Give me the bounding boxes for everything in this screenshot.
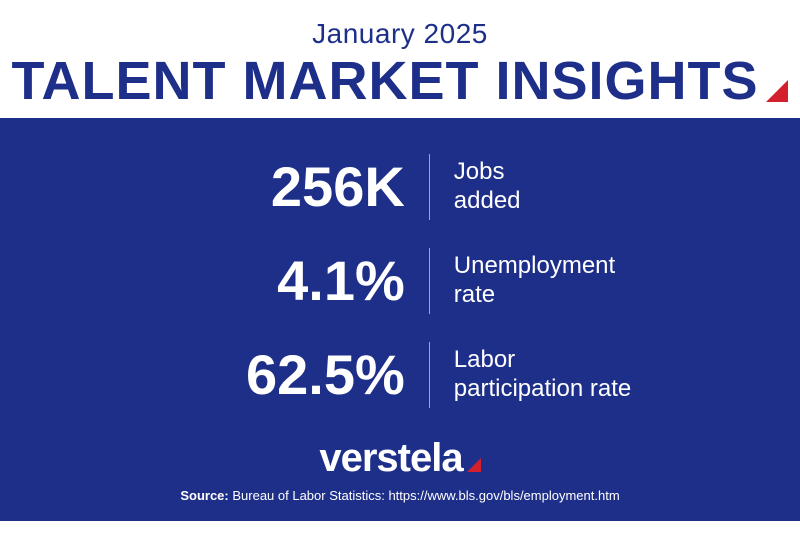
source-citation: Source: Bureau of Labor Statistics: http…: [180, 488, 619, 503]
report-date: January 2025: [0, 18, 800, 50]
header: January 2025 TALENT MARKET INSIGHTS: [0, 0, 800, 118]
stats-list: 256K Jobs added 4.1% Unemployment rate 6…: [169, 154, 631, 408]
stat-label: Jobs added: [430, 158, 521, 216]
stats-panel: 256K Jobs added 4.1% Unemployment rate 6…: [0, 118, 800, 521]
brand-logo: verstela: [319, 438, 480, 478]
title-row: TALENT MARKET INSIGHTS: [0, 54, 800, 108]
triangle-accent-icon: [467, 458, 481, 472]
stat-value: 62.5%: [169, 347, 429, 403]
stat-label: Labor participation rate: [430, 346, 631, 404]
page-title: TALENT MARKET INSIGHTS: [12, 54, 759, 108]
stat-value: 4.1%: [169, 253, 429, 309]
triangle-accent-icon: [766, 80, 788, 102]
source-text: Bureau of Labor Statistics: https://www.…: [232, 488, 619, 503]
stat-row-unemployment: 4.1% Unemployment rate: [169, 248, 631, 314]
stat-row-participation: 62.5% Labor participation rate: [169, 342, 631, 408]
stat-label: Unemployment rate: [430, 252, 615, 310]
logo-text: verstela: [319, 438, 462, 478]
source-label: Source:: [180, 488, 228, 503]
stat-value: 256K: [169, 159, 429, 215]
stat-row-jobs: 256K Jobs added: [169, 154, 631, 220]
